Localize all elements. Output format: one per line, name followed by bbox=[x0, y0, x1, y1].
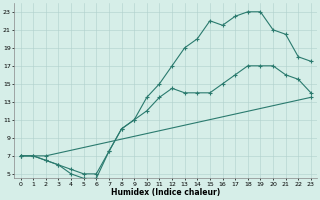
X-axis label: Humidex (Indice chaleur): Humidex (Indice chaleur) bbox=[111, 188, 220, 197]
